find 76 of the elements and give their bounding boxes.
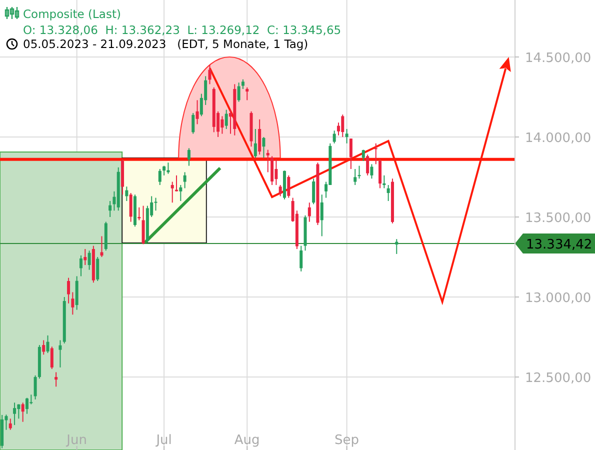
candlestick [125,186,128,202]
candlestick [300,245,303,272]
text: O: 13.328,06 H: 13.362,23 L: 13.269,12 C: 13.345,65 [23,23,342,37]
candlestick [254,128,257,158]
candlestick [395,238,398,254]
candlestick [287,174,290,198]
candlestick [241,78,244,90]
candlestick [129,192,132,222]
candlestick [170,181,174,204]
candlestick [183,172,186,189]
candlestick [196,100,199,125]
candlestick [278,184,282,197]
candlestick [358,165,361,180]
candlestick [46,334,50,354]
candlestick [67,277,70,304]
candlestick [266,149,270,173]
candlestick [34,374,37,400]
y-tick-label: 13.500,00 [525,211,592,226]
y-tick-label: 14.500,00 [525,50,592,66]
candlestick [192,112,195,134]
candlestick [100,236,104,258]
candlestick [54,372,58,388]
candlestick [17,404,20,420]
candlestick [42,340,46,356]
candlestick [21,402,24,422]
x-tick-label: Aug [234,433,260,448]
candlestick [332,130,336,144]
candlestick [224,109,228,130]
candlestick [13,402,16,426]
candlestick [50,346,54,370]
candlestick [382,174,386,189]
candlestick [366,154,370,176]
annotation: 05.05.2023 - 21.09.2023 (EDT, 5 Monate, 1 Tag) [23,37,308,51]
candlestick [312,178,316,205]
candlestick [349,138,352,170]
candlestick [320,194,324,237]
candlestick [158,168,162,186]
candlestick [162,165,166,176]
candlestick [8,418,12,430]
candlestick [58,340,62,368]
candlestick [25,397,28,414]
candlestick [84,248,87,266]
candlestick [270,156,274,186]
candlestick [71,292,74,316]
candlestick [30,394,33,405]
candlestick [187,148,190,166]
candlestick [274,158,278,186]
y-tick-label: 12.500,00 [525,371,592,386]
candlestick [96,256,100,282]
candlestick [374,142,378,165]
candlestick [370,164,374,180]
candlestick [79,254,82,277]
candlestick [308,202,311,222]
candlestick [262,136,266,158]
candlestick [237,82,240,102]
candlestick [138,206,141,221]
y-tick-label: 13.000,00 [525,291,592,306]
candlestick [345,128,348,144]
candlestick [354,168,357,186]
x-tick-label: Sep [334,433,360,448]
candlestick [386,184,390,202]
candlestick [208,64,212,85]
candlestick [220,116,224,134]
candlestick [142,205,145,245]
y-tick-label: 14.000,00 [525,130,592,146]
ref-line-label: 13.334,42 [526,237,592,252]
candlestick [258,118,262,156]
candlestick [378,158,382,189]
candlestick [154,197,158,212]
candlestick [179,184,182,202]
candlestick [108,200,112,218]
candlestick [88,250,91,270]
candlestick [341,114,344,138]
x-tick-label: Jul [155,433,172,448]
candlestick [246,86,249,101]
text: Composite (Last) [23,7,121,21]
